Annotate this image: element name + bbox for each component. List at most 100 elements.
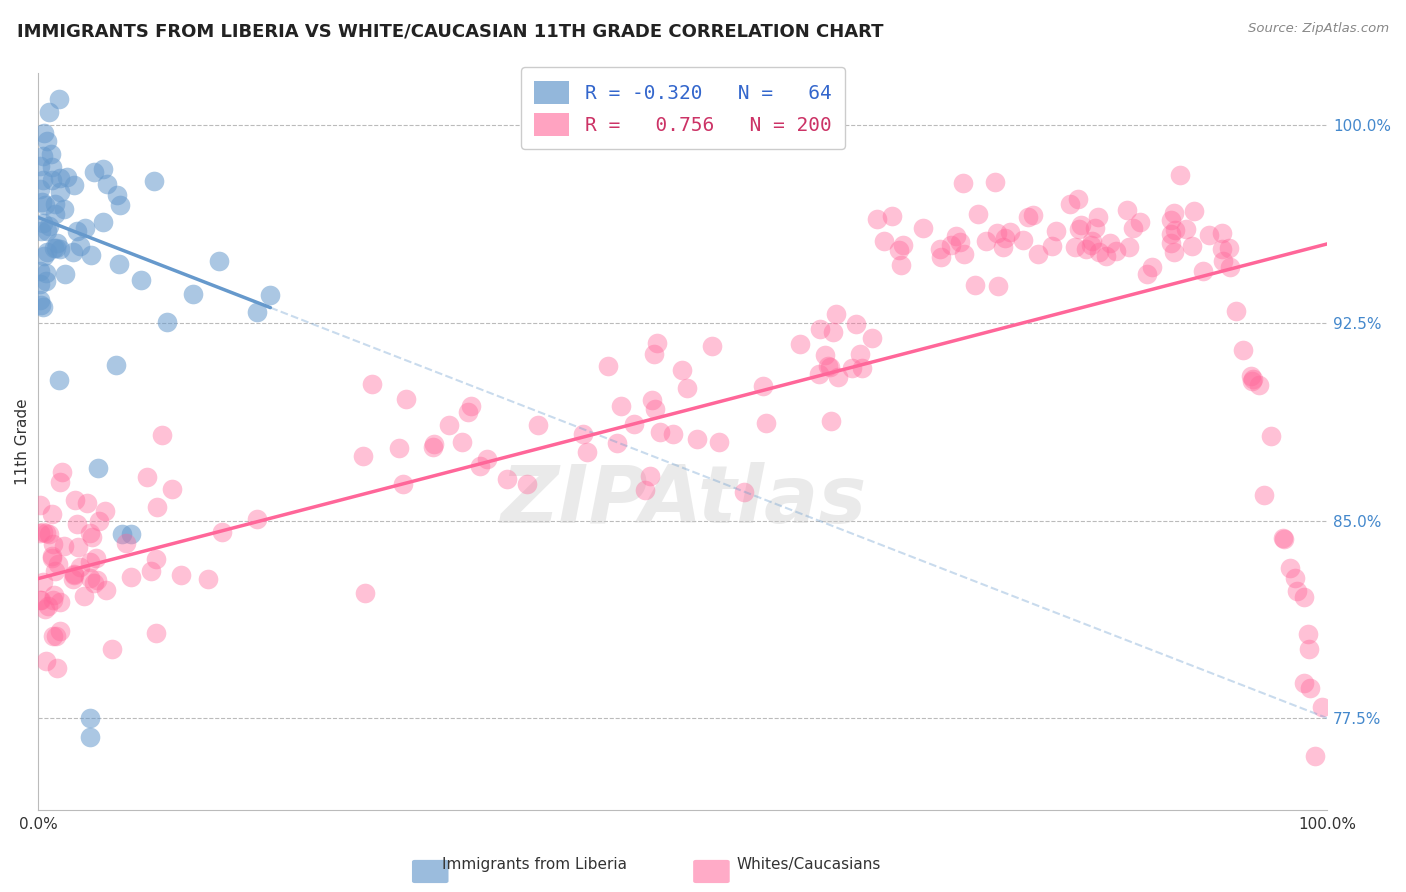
- Point: [66, 517, 89, 532]
- Point: [35, 134, 58, 148]
- Point: [31, 194, 53, 209]
- Point: [1181, 239, 1204, 253]
- Point: [259, 288, 281, 302]
- Point: [967, 206, 990, 220]
- Point: [94, 583, 117, 598]
- Point: [120, 570, 142, 584]
- Point: [44, 241, 66, 255]
- Point: [1160, 227, 1182, 242]
- Point: [181, 287, 204, 301]
- Point: [28, 293, 51, 308]
- Text: Immigrants from Liberia: Immigrants from Liberia: [441, 857, 627, 872]
- Point: [41, 537, 63, 551]
- Point: [808, 367, 831, 381]
- Point: [1211, 243, 1233, 257]
- Point: [32, 249, 55, 263]
- Point: [1299, 681, 1322, 695]
- Point: [86, 460, 108, 475]
- Point: [35, 244, 58, 259]
- Point: [891, 237, 914, 252]
- Point: [34, 198, 56, 212]
- Point: [576, 445, 599, 459]
- Point: [821, 325, 844, 339]
- Point: [46, 557, 69, 571]
- Point: [353, 586, 375, 600]
- Point: [1198, 228, 1220, 243]
- Point: [820, 360, 842, 375]
- Point: [686, 432, 709, 446]
- Point: [1045, 224, 1067, 238]
- Point: [974, 234, 997, 248]
- Legend: R = -0.320   N =   64, R =   0.756   N = 200: R = -0.320 N = 64, R = 0.756 N = 200: [520, 68, 845, 149]
- Point: [392, 477, 415, 491]
- Point: [395, 392, 418, 406]
- Point: [53, 267, 76, 281]
- Point: [49, 242, 72, 256]
- Point: [851, 361, 873, 376]
- Point: [38, 105, 60, 120]
- Point: [37, 599, 59, 613]
- Point: [610, 399, 633, 413]
- Point: [360, 377, 382, 392]
- Point: [1212, 253, 1234, 268]
- Point: [709, 434, 731, 449]
- Point: [79, 555, 101, 569]
- Point: [41, 592, 63, 607]
- Point: [991, 239, 1014, 253]
- Point: [131, 273, 153, 287]
- Point: [208, 254, 231, 268]
- Point: [76, 496, 98, 510]
- Point: [87, 514, 110, 528]
- Point: [169, 568, 191, 582]
- Point: [84, 550, 107, 565]
- Point: [143, 174, 166, 188]
- Point: [51, 465, 73, 479]
- Point: [882, 210, 904, 224]
- Point: [41, 147, 63, 161]
- Point: [1218, 260, 1240, 274]
- Point: [49, 624, 72, 638]
- Point: [246, 305, 269, 319]
- Point: [83, 165, 105, 179]
- Point: [671, 363, 693, 377]
- Point: [647, 336, 669, 351]
- Point: [1218, 242, 1240, 256]
- Point: [496, 472, 519, 486]
- Point: [1272, 532, 1295, 546]
- Point: [889, 244, 911, 258]
- Point: [755, 416, 778, 430]
- Point: [928, 242, 950, 256]
- Point: [1160, 235, 1182, 250]
- Point: [994, 231, 1017, 245]
- Point: [41, 160, 63, 174]
- Point: [73, 220, 96, 235]
- Point: [866, 211, 889, 226]
- Point: [62, 245, 84, 260]
- Point: [28, 182, 51, 196]
- Point: [49, 170, 72, 185]
- Point: [38, 219, 60, 233]
- Point: [28, 526, 51, 541]
- Point: [1168, 168, 1191, 182]
- Point: [820, 414, 842, 428]
- Point: [160, 482, 183, 496]
- Point: [1284, 571, 1306, 585]
- Point: [104, 358, 127, 372]
- Point: [63, 568, 86, 582]
- Point: [817, 359, 839, 373]
- Point: [702, 339, 724, 353]
- Point: [929, 250, 952, 264]
- Point: [634, 483, 657, 497]
- Point: [1084, 220, 1107, 235]
- Point: [986, 227, 1008, 241]
- Point: [1163, 244, 1185, 259]
- Point: [52, 202, 75, 216]
- Point: [41, 507, 63, 521]
- Point: [1163, 223, 1185, 237]
- Point: [827, 370, 849, 384]
- Point: [30, 498, 52, 512]
- Point: [44, 197, 66, 211]
- Point: [460, 399, 482, 413]
- Point: [752, 379, 775, 393]
- Point: [48, 595, 70, 609]
